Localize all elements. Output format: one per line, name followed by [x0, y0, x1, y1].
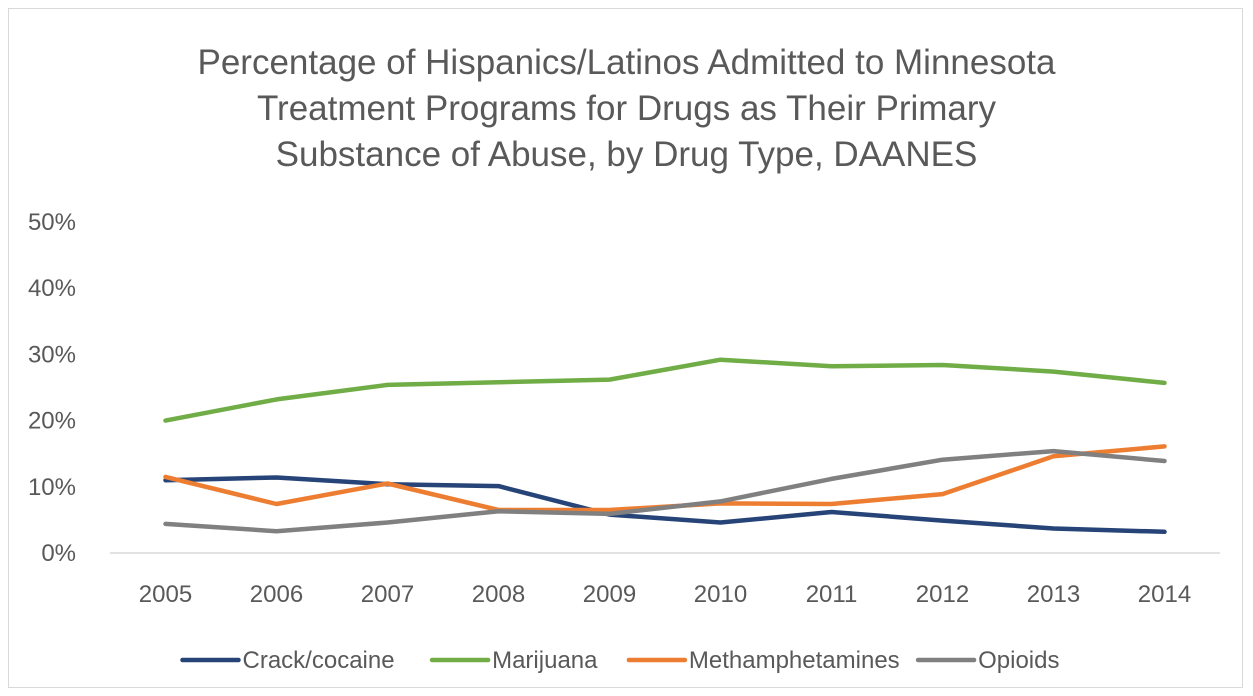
y-tick-label: 40% — [28, 275, 76, 302]
chart-title: Percentage of Hispanics/Latinos Admitted… — [0, 40, 1253, 178]
legend-label: Opioids — [978, 647, 1059, 674]
x-tick-label: 2013 — [1027, 581, 1080, 608]
x-tick-label: 2010 — [694, 581, 747, 608]
legend-item-methamphetamines: Methamphetamines — [626, 647, 900, 674]
series-lines — [163, 357, 1167, 535]
x-tick-label: 2007 — [361, 581, 414, 608]
x-tick-label: 2005 — [139, 581, 192, 608]
chart-title-line-2: Treatment Programs for Drugs as Their Pr… — [256, 89, 997, 128]
x-tick-label: 2009 — [583, 581, 636, 608]
y-tick-label: 0% — [41, 540, 76, 567]
chart-title-line-3: Substance of Abuse, by Drug Type, DAANES — [275, 135, 978, 174]
legend-item-marijuana: Marijuana — [429, 647, 598, 674]
y-tick-label: 20% — [28, 408, 76, 435]
y-tick-label: 30% — [28, 341, 76, 368]
chart-title-line-1: Percentage of Hispanics/Latinos Admitted… — [197, 43, 1056, 82]
legend-label: Marijuana — [492, 647, 598, 674]
legend-label: Crack/cocaine — [243, 647, 395, 674]
y-tick-label: 10% — [28, 474, 76, 501]
x-tick-label: 2014 — [1138, 581, 1191, 608]
x-tick-label: 2008 — [472, 581, 525, 608]
series-line-crack-cocaine — [163, 475, 1167, 535]
legend-item-crack-cocaine: Crack/cocaine — [180, 647, 395, 674]
legend: Crack/cocaine Marijuana Methamphetamines Op… — [180, 647, 1059, 674]
legend-item-opioids: Opioids — [915, 647, 1059, 674]
y-tick-label: 50% — [28, 209, 76, 236]
series-line-marijuana — [163, 357, 1167, 423]
chart-frame — [8, 8, 1243, 688]
series-line-opioids — [163, 448, 1167, 534]
y-axis-labels: 0% 10% 20% 30% 40% 50% — [28, 209, 76, 567]
legend-label: Methamphetamines — [689, 647, 900, 674]
x-axis-labels: 2005 2006 2007 2008 2009 2010 2011 2012 2013 2014 — [139, 581, 1191, 608]
x-tick-label: 2006 — [250, 581, 303, 608]
x-tick-label: 2011 — [806, 581, 858, 608]
x-tick-label: 2012 — [916, 581, 969, 608]
